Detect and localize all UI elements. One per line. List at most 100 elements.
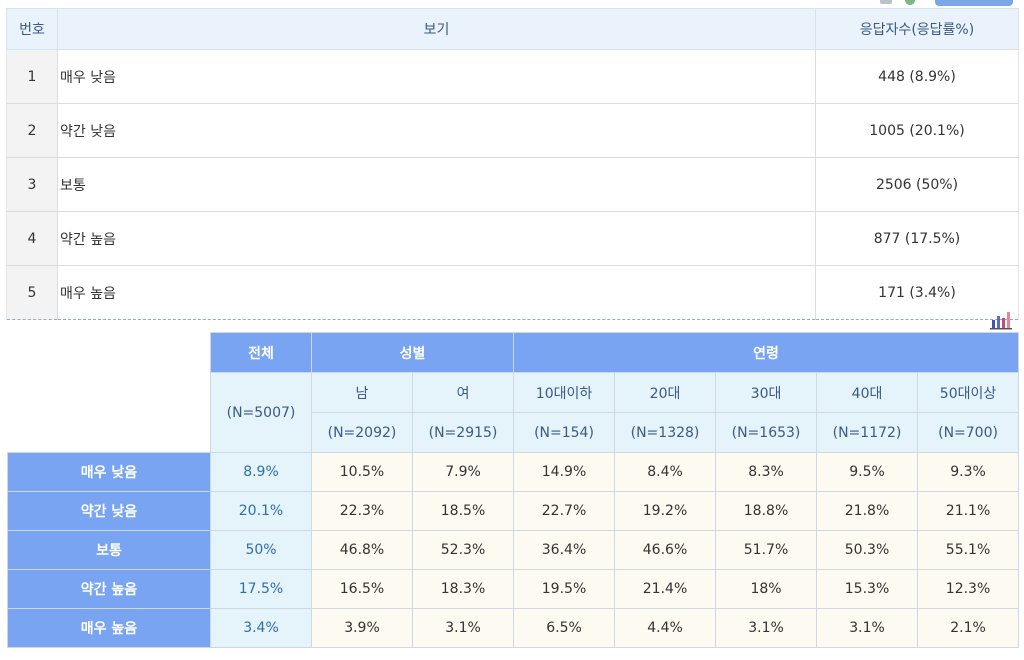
header-count: 응답자수(응답률%) <box>815 8 1019 50</box>
answer-option: 약간 낮음 <box>57 103 816 158</box>
answer-count: 2506 (50%) <box>815 157 1019 212</box>
cell-value: 3.1% <box>715 608 818 648</box>
col-label: 40대 <box>816 372 919 413</box>
cell-value: 7.9% <box>411 452 515 492</box>
cell-value: 9.3% <box>917 452 1020 492</box>
col-n: (N=1653) <box>715 412 818 453</box>
col-n: (N=2915) <box>411 412 515 453</box>
cell-value: 3.1% <box>816 608 919 648</box>
cell-value: 21.8% <box>816 491 919 531</box>
col-label: 30대 <box>715 372 818 413</box>
answer-option: 보통 <box>57 157 816 212</box>
answer-num: 2 <box>6 103 58 158</box>
cell-value: 22.7% <box>513 491 616 531</box>
col-n: (N=154) <box>513 412 616 453</box>
header-total: 전체 <box>210 332 312 373</box>
row-total: 17.5% <box>210 569 312 609</box>
col-n: (N=1328) <box>614 412 717 453</box>
refresh-icon[interactable] <box>905 0 915 5</box>
cell-value: 8.3% <box>715 452 818 492</box>
answer-table: 번호 보기 응답자수(응답률%) 1 매우 낮음 448 (8.9%) 2 약간… <box>6 8 1019 320</box>
answer-option: 매우 높음 <box>57 265 816 320</box>
cell-value: 21.1% <box>917 491 1020 531</box>
cell-value: 36.4% <box>513 530 616 570</box>
cell-value: 16.5% <box>311 569 413 609</box>
cell-value: 3.1% <box>411 608 515 648</box>
row-total: 50% <box>210 530 312 570</box>
answer-count: 1005 (20.1%) <box>815 103 1019 158</box>
cell-value: 51.7% <box>715 530 818 570</box>
cell-value: 18% <box>715 569 818 609</box>
cell-value: 18.8% <box>715 491 818 531</box>
cross-row: 보통 50% 46.8% 52.3% 36.4% 46.6% 51.7% 50.… <box>7 530 1020 570</box>
col-label: 20대 <box>614 372 717 413</box>
cross-row: 약간 높음 17.5% 16.5% 18.3% 19.5% 21.4% 18% … <box>7 569 1020 609</box>
answer-row: 4 약간 높음 877 (17.5%) <box>6 211 1019 266</box>
col-label: 50대이상 <box>917 372 1020 413</box>
col-n: (N=1172) <box>816 412 919 453</box>
cell-value: 21.4% <box>614 569 717 609</box>
cell-value: 19.5% <box>513 569 616 609</box>
row-label: 보통 <box>7 530 211 570</box>
cell-value: 3.9% <box>311 608 413 648</box>
answer-num: 1 <box>6 49 58 104</box>
answer-count: 877 (17.5%) <box>815 211 1019 266</box>
row-total: 20.1% <box>210 491 312 531</box>
cell-value: 18.5% <box>411 491 515 531</box>
answer-option: 매우 낮음 <box>57 49 816 104</box>
answer-count: 448 (8.9%) <box>815 49 1019 104</box>
row-label: 매우 높음 <box>7 608 211 648</box>
row-label: 약간 낮음 <box>7 491 211 531</box>
cell-value: 15.3% <box>816 569 919 609</box>
cell-value: 46.8% <box>311 530 413 570</box>
col-n: (N=700) <box>917 412 1020 453</box>
answer-row: 2 약간 낮음 1005 (20.1%) <box>6 103 1019 158</box>
cell-value: 18.3% <box>411 569 515 609</box>
answer-option: 약간 높음 <box>57 211 816 266</box>
answer-row: 5 매우 높음 171 (3.4%) <box>6 265 1019 320</box>
cell-value: 52.3% <box>411 530 515 570</box>
col-n: (N=2092) <box>311 412 413 453</box>
header-gender: 성별 <box>310 332 515 373</box>
corner-blank <box>7 332 211 453</box>
cell-value: 12.3% <box>917 569 1020 609</box>
row-total: 3.4% <box>210 608 312 648</box>
toolbar-button[interactable] <box>935 0 1013 6</box>
cross-row: 약간 낮음 20.1% 22.3% 18.5% 22.7% 19.2% 18.8… <box>7 491 1020 531</box>
header-age: 연령 <box>513 332 1020 373</box>
total-n: (N=5007) <box>210 372 312 453</box>
cell-value: 55.1% <box>917 530 1020 570</box>
answer-row: 3 보통 2506 (50%) <box>6 157 1019 212</box>
answer-row: 1 매우 낮음 448 (8.9%) <box>6 49 1019 104</box>
cell-value: 19.2% <box>614 491 717 531</box>
col-label: 10대이하 <box>513 372 616 413</box>
row-total: 8.9% <box>210 452 312 492</box>
cell-value: 2.1% <box>917 608 1020 648</box>
bar-chart-icon[interactable] <box>989 310 1013 330</box>
row-label: 매우 낮음 <box>7 452 211 492</box>
cell-value: 9.5% <box>816 452 919 492</box>
col-label: 남 <box>311 372 413 413</box>
top-toolbar-partial <box>0 0 1024 6</box>
answer-num: 5 <box>6 265 58 320</box>
cell-value: 46.6% <box>614 530 717 570</box>
cell-value: 8.4% <box>614 452 717 492</box>
cross-row: 매우 높음 3.4% 3.9% 3.1% 6.5% 4.4% 3.1% 3.1%… <box>7 608 1020 648</box>
cell-value: 10.5% <box>311 452 413 492</box>
row-label: 약간 높음 <box>7 569 211 609</box>
answer-count: 171 (3.4%) <box>815 265 1019 320</box>
answer-num: 4 <box>6 211 58 266</box>
col-label: 여 <box>411 372 515 413</box>
cell-value: 14.9% <box>513 452 616 492</box>
answer-header-row: 번호 보기 응답자수(응답률%) <box>6 8 1019 50</box>
cell-value: 4.4% <box>614 608 717 648</box>
answer-num: 3 <box>6 157 58 212</box>
cell-value: 6.5% <box>513 608 616 648</box>
cross-row: 매우 낮음 8.9% 10.5% 7.9% 14.9% 8.4% 8.3% 9.… <box>7 452 1020 492</box>
toolbar-icon[interactable] <box>880 0 892 4</box>
cell-value: 22.3% <box>311 491 413 531</box>
header-option: 보기 <box>57 8 816 50</box>
header-num: 번호 <box>6 8 58 50</box>
cross-table: 전체 성별 연령 (N=5007) 남 여 10대이하 20대 30대 40대 … <box>7 332 1020 648</box>
cell-value: 50.3% <box>816 530 919 570</box>
